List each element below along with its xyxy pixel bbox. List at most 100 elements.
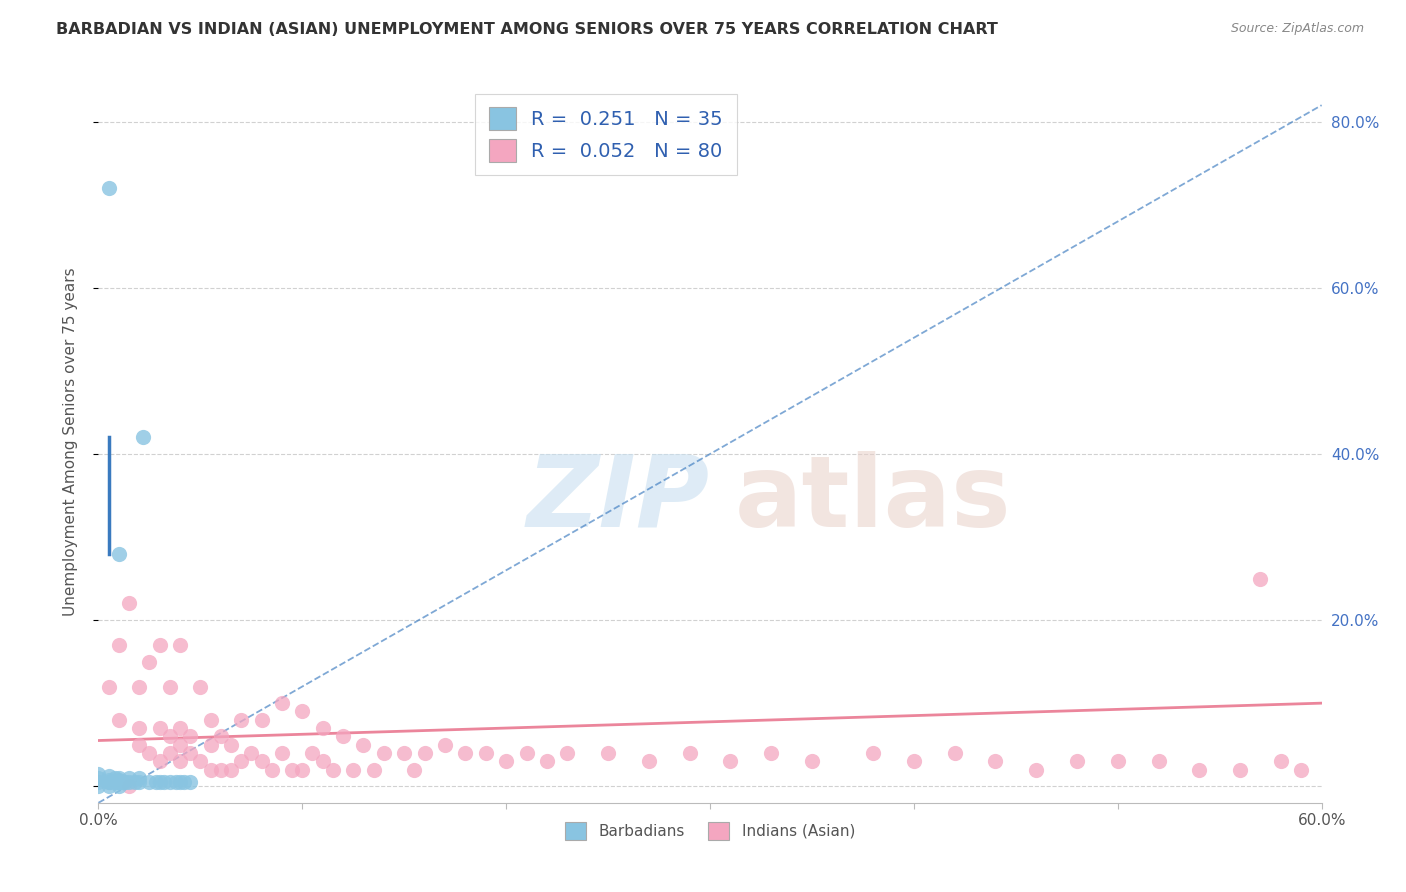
Point	[87, 771, 110, 785]
Point	[149, 638, 172, 652]
Point	[97, 775, 120, 789]
Point	[231, 713, 253, 727]
Y-axis label: Unemployment Among Seniors over 75 years: Unemployment Among Seniors over 75 years	[63, 268, 77, 615]
Point	[474, 746, 498, 760]
Point	[128, 680, 150, 694]
Point	[104, 771, 127, 785]
Point	[332, 730, 354, 744]
Point	[97, 779, 120, 793]
Point	[169, 638, 191, 652]
Point	[219, 738, 242, 752]
Point	[312, 721, 335, 735]
Point	[108, 547, 131, 561]
Point	[231, 754, 253, 768]
Point	[1107, 754, 1129, 768]
Point	[260, 763, 283, 777]
Point	[169, 754, 191, 768]
Point	[1249, 572, 1271, 586]
Point	[352, 738, 374, 752]
Point	[373, 746, 395, 760]
Point	[291, 705, 314, 719]
Point	[270, 696, 294, 710]
Point	[240, 746, 263, 760]
Point	[1188, 763, 1211, 777]
Point	[128, 738, 150, 752]
Point	[132, 430, 155, 444]
Point	[984, 754, 1007, 768]
Point	[97, 772, 120, 787]
Point	[169, 721, 191, 735]
Point	[159, 730, 181, 744]
Point	[200, 763, 222, 777]
Point	[219, 763, 242, 777]
Point	[301, 746, 323, 760]
Point	[145, 775, 167, 789]
Point	[149, 754, 172, 768]
Point	[363, 763, 385, 777]
Point	[159, 746, 181, 760]
Point	[404, 763, 426, 777]
Point	[128, 771, 150, 785]
Point	[179, 775, 201, 789]
Point	[862, 746, 884, 760]
Point	[1066, 754, 1088, 768]
Point	[250, 754, 273, 768]
Point	[108, 713, 131, 727]
Point	[152, 775, 174, 789]
Point	[200, 713, 222, 727]
Point	[128, 775, 150, 789]
Legend: Barbadians, Indians (Asian): Barbadians, Indians (Asian)	[560, 816, 860, 846]
Point	[495, 754, 517, 768]
Point	[637, 754, 661, 768]
Point	[516, 746, 538, 760]
Point	[118, 775, 141, 789]
Point	[118, 779, 141, 793]
Point	[209, 730, 232, 744]
Point	[138, 775, 160, 789]
Point	[138, 746, 160, 760]
Point	[124, 775, 146, 789]
Point	[149, 721, 172, 735]
Point	[291, 763, 314, 777]
Point	[108, 775, 131, 789]
Point	[104, 775, 127, 789]
Point	[342, 763, 364, 777]
Point	[281, 763, 304, 777]
Point	[108, 772, 131, 787]
Point	[179, 730, 201, 744]
Point	[250, 713, 273, 727]
Point	[454, 746, 477, 760]
Point	[1291, 763, 1313, 777]
Point	[97, 680, 120, 694]
Point	[188, 680, 212, 694]
Point	[1147, 754, 1170, 768]
Point	[169, 775, 191, 789]
Point	[801, 754, 824, 768]
Point	[1270, 754, 1292, 768]
Text: Source: ZipAtlas.com: Source: ZipAtlas.com	[1230, 22, 1364, 36]
Point	[118, 597, 141, 611]
Point	[718, 754, 742, 768]
Point	[128, 721, 150, 735]
Point	[536, 754, 558, 768]
Text: BARBADIAN VS INDIAN (ASIAN) UNEMPLOYMENT AMONG SENIORS OVER 75 YEARS CORRELATION: BARBADIAN VS INDIAN (ASIAN) UNEMPLOYMENT…	[56, 22, 998, 37]
Point	[108, 775, 131, 789]
Point	[413, 746, 436, 760]
Point	[392, 746, 416, 760]
Point	[943, 746, 966, 760]
Point	[188, 754, 212, 768]
Point	[434, 738, 457, 752]
Point	[165, 775, 187, 789]
Text: ZIP: ZIP	[527, 450, 710, 548]
Point	[173, 775, 195, 789]
Point	[114, 775, 136, 789]
Point	[1229, 763, 1251, 777]
Point	[108, 779, 131, 793]
Point	[322, 763, 344, 777]
Point	[1025, 763, 1047, 777]
Point	[598, 746, 620, 760]
Point	[679, 746, 702, 760]
Point	[555, 746, 579, 760]
Point	[118, 771, 141, 785]
Point	[761, 746, 783, 760]
